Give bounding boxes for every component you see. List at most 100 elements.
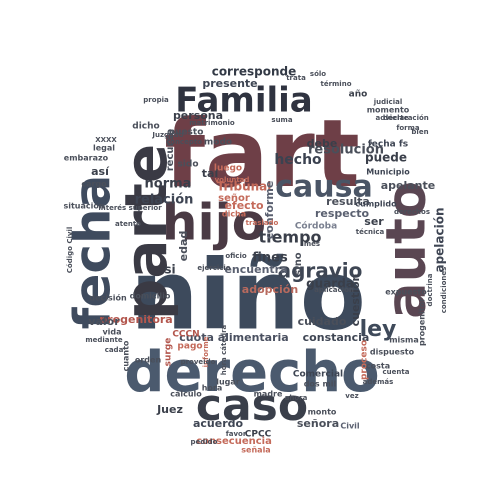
word-cpcc: CPCC (245, 430, 272, 440)
word-guarda: guarda (306, 277, 354, 291)
word-efecto: efecto (224, 199, 263, 212)
word-cuanto: cuanto (122, 340, 131, 371)
word-cuestion: cuestión (349, 274, 362, 327)
word-proceso: proceso (360, 340, 370, 380)
word-debe: debe (307, 137, 338, 150)
word-orden: orden (135, 356, 162, 365)
word-si: si (164, 263, 175, 277)
word-termino: término (320, 80, 351, 88)
word-dispuesto: dispuesto (370, 348, 415, 357)
word-dos-mil: dos mil (304, 380, 337, 389)
word-senala: señala (241, 446, 270, 455)
word-derechos: derechos (394, 208, 430, 216)
word-ano: año (349, 90, 368, 100)
word-cumplido: cumplido (355, 200, 397, 209)
word-mediante: mediante (85, 336, 123, 344)
word-senora: señora (297, 417, 339, 430)
word-surge: surge (164, 338, 174, 367)
word-misma: misma (389, 336, 419, 345)
word-monto: monto (308, 408, 337, 417)
word-dicho: dicho (132, 122, 159, 132)
word-comercial: Comercial (293, 370, 343, 380)
word-dicha: dicha (222, 210, 246, 219)
word-hora: hora (202, 384, 223, 393)
word-cordoba: Córdoba (295, 221, 337, 232)
word-pedido: pedido (191, 438, 218, 446)
word-sino: sino (293, 252, 304, 275)
word-cccn: CCCN (172, 330, 199, 340)
word-presente: presente (202, 77, 257, 90)
word-calculo: cálculo (170, 390, 202, 399)
word-judicial: judicial (373, 98, 402, 106)
word-forma: forma (396, 124, 420, 132)
word-acuerdo: acuerdo (193, 417, 244, 430)
word-doctrina: doctrina (426, 273, 434, 306)
word-cada: cada (105, 346, 124, 354)
word-cargo: cargo (81, 180, 107, 189)
word-decision: decisión (89, 293, 127, 303)
word-xxxx: XXXX (95, 136, 117, 144)
word-ser: ser (364, 215, 384, 228)
word-costa: costa (366, 362, 390, 371)
word-ahora: ahora (285, 394, 308, 402)
word-hijo: hijo (162, 194, 266, 252)
word-traslado: traslado (246, 219, 279, 227)
word-edad: edad (177, 231, 190, 262)
word-causa: causa (275, 170, 373, 205)
word-puesto: puesto (169, 128, 204, 138)
word-propia: propia (143, 96, 169, 104)
word-ejercicio: ejercicio (197, 264, 230, 272)
word-advierte: advierte (376, 114, 409, 122)
word-voluntad: voluntad (215, 176, 250, 184)
word-constancia: constancia (303, 331, 370, 344)
word-declaracion: declaración (383, 114, 429, 122)
word-senor: señor (218, 193, 250, 204)
word-bien: bien (411, 128, 428, 136)
word-progenitor: progenitor (418, 298, 427, 346)
word-vez: vez (345, 392, 358, 400)
word-encuentra: encuentra (224, 263, 287, 276)
word-luego: luego (214, 164, 242, 174)
word-recurso: recurso (165, 129, 176, 172)
word-cuenta: cuenta (383, 368, 410, 376)
word-asi: así (91, 165, 110, 178)
word-municipio: Municipio (366, 168, 410, 177)
word-fecha-fs: fecha fs (368, 140, 408, 150)
word-mes: mes (304, 240, 320, 248)
word-lugar: lugar (216, 378, 240, 387)
word-corresponde: corresponde (212, 65, 297, 79)
word-condiciones: condiciones (440, 267, 448, 314)
word-apelante: apelante (381, 179, 436, 192)
word-codigo-civil: Código Civil (66, 227, 74, 274)
word-nino: niño (130, 239, 366, 351)
word-parte: parte (112, 144, 180, 320)
word-tecnica: técnica (356, 228, 385, 236)
word-aplicacion: aplicación (314, 286, 354, 294)
word-informe: informe (202, 336, 210, 367)
word-hora-catedra: hora cátedra (220, 324, 228, 375)
word-norma: norma (145, 177, 192, 192)
word-conforme: conforme (263, 181, 276, 240)
word-resolucion: resolución (308, 143, 384, 158)
word-solo: sólo (310, 70, 326, 78)
word-auto: auto (375, 181, 438, 319)
word-juzgado: Juzgado (151, 131, 183, 139)
word-resulta: resulta (326, 195, 370, 208)
word-atento: atento (115, 220, 141, 228)
word-agravio: agravio (278, 259, 363, 283)
word-civil: Civil (340, 422, 360, 431)
word-adopcion: adopción (242, 283, 298, 296)
word-fart: fart (164, 100, 360, 209)
word-madre: madre (254, 390, 283, 399)
word-juez: Juez (156, 403, 183, 416)
word-modo: modo (204, 138, 232, 148)
word-favor: favor (226, 430, 247, 438)
word-familia: Familia (175, 81, 313, 121)
word-ademas: además (363, 378, 394, 386)
word-consecuencia: consecuencia (196, 436, 272, 447)
word-situacion: situación (63, 201, 104, 211)
word-pago: pago (177, 342, 202, 352)
word-proveido: proveído (181, 358, 216, 366)
word-vida: vida (102, 328, 121, 337)
